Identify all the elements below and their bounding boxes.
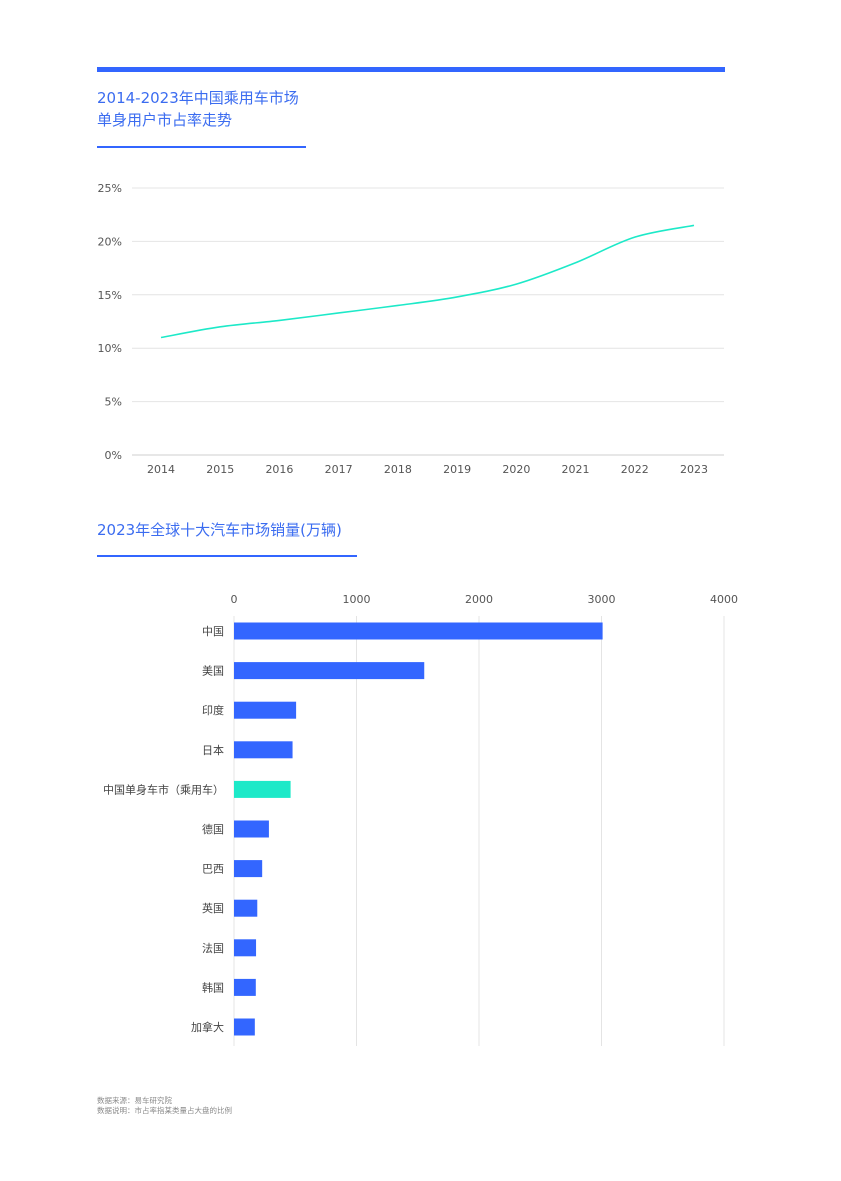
category-label: 中国单身车市（乘用车）	[103, 782, 224, 796]
x-tick-label: 4000	[710, 593, 738, 606]
top-accent-bar	[97, 67, 725, 72]
bar	[234, 622, 603, 640]
category-label: 日本	[202, 743, 224, 757]
y-tick-label: 25%	[98, 182, 122, 195]
line-chart-title-line1: 2014-2023年中国乘用车市场	[97, 89, 299, 107]
bar	[234, 899, 258, 917]
bar	[234, 978, 256, 996]
source-note: 数据来源：易车研究院	[97, 1096, 172, 1105]
category-label: 中国	[202, 625, 224, 638]
bar	[234, 820, 269, 838]
x-tick-label: 2021	[562, 463, 590, 476]
y-tick-label: 5%	[105, 396, 122, 409]
x-tick-label: 2015	[206, 463, 234, 476]
x-tick-label: 2018	[384, 463, 412, 476]
line-chart-title-underline	[97, 146, 306, 148]
category-label: 韩国	[202, 980, 224, 994]
bar	[234, 939, 257, 957]
x-tick-label: 2019	[443, 463, 471, 476]
bar	[234, 662, 425, 680]
line-chart: 0% 5% 10% 15% 20% 25% 2014 2015 2016 2017 2018 2019…	[98, 182, 724, 476]
x-tick-label: 2017	[325, 463, 353, 476]
category-label: 印度	[202, 703, 224, 717]
bar	[234, 741, 293, 759]
bar	[234, 701, 297, 719]
line-chart-title-line2: 单身用户市占率走势	[97, 111, 233, 129]
line-chart-title: 2014-2023年中国乘用车市场 单身用户市占率走势	[97, 87, 299, 131]
bar	[234, 860, 263, 878]
x-tick-label: 2020	[502, 463, 530, 476]
category-label: 巴西	[202, 863, 224, 876]
bar-chart-title: 2023年全球十大汽车市场销量(万辆)	[97, 521, 342, 539]
x-tick-label: 2023	[680, 463, 708, 476]
category-label: 美国	[202, 665, 224, 678]
method-note: 数据说明：市占率指某类量占大盘的比例	[97, 1106, 232, 1115]
x-tick-label: 2022	[621, 463, 649, 476]
bar	[234, 1018, 255, 1036]
x-tick-label: 0	[231, 593, 238, 606]
category-label: 英国	[202, 901, 224, 915]
highlight-bar	[234, 780, 291, 798]
y-tick-label: 20%	[98, 235, 122, 248]
bar-chart-title-underline	[97, 555, 357, 557]
x-tick-label: 2016	[265, 463, 293, 476]
series-line	[160, 224, 695, 339]
y-tick-label: 15%	[98, 289, 122, 302]
category-label: 法国	[202, 941, 224, 955]
category-label: 加拿大	[191, 1020, 224, 1034]
x-tick-label: 2000	[465, 593, 493, 606]
x-tick-label: 1000	[343, 593, 371, 606]
x-tick-label: 2014	[147, 463, 175, 476]
category-label: 德国	[202, 822, 224, 836]
y-tick-label: 0%	[105, 449, 122, 462]
x-tick-label: 3000	[588, 593, 616, 606]
y-tick-label: 10%	[98, 342, 122, 355]
